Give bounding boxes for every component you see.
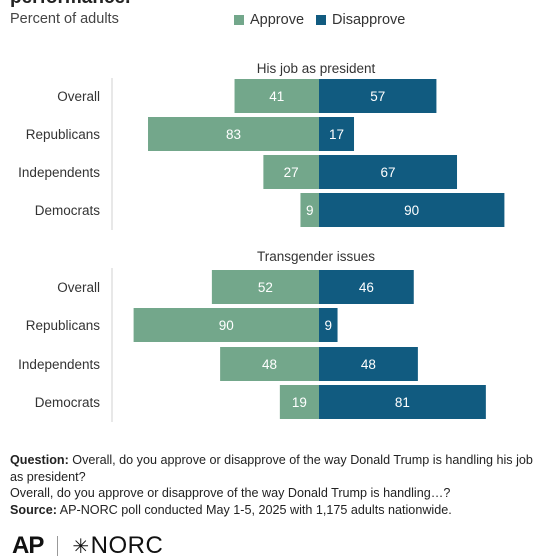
data-label-disapprove: 9 — [325, 318, 333, 333]
bar-approve — [234, 79, 319, 113]
category-label: Democrats — [35, 203, 101, 218]
category-label: Overall — [57, 89, 100, 104]
data-label-disapprove: 17 — [329, 127, 344, 142]
data-label-disapprove: 90 — [404, 203, 419, 218]
norc-logo: ✳NORC — [72, 532, 163, 560]
bar-approve — [148, 117, 319, 151]
data-label-disapprove: 46 — [359, 280, 374, 295]
legend-swatch-disapprove — [316, 15, 327, 25]
diverging-bar-chart: His job as president Overall 41 57 Republica… — [18, 61, 505, 422]
legend-label-disapprove: Disapprove — [332, 12, 406, 28]
bar-approve — [211, 270, 319, 304]
legend-item-approve: Approve — [234, 12, 304, 28]
norc-logo-text: NORC — [90, 532, 164, 559]
chart-title: performance. — [10, 0, 130, 9]
bar-approve — [263, 155, 319, 189]
bar-approve — [220, 347, 319, 381]
category-label: Democrats — [35, 395, 101, 410]
bar-approve — [279, 385, 319, 419]
data-label-approve: 9 — [306, 203, 314, 218]
category-label: Independents — [18, 165, 100, 180]
category-label: Republicans — [26, 127, 101, 142]
data-label-disapprove: 81 — [395, 395, 410, 410]
ap-logo: AP — [12, 532, 44, 559]
data-label-approve: 41 — [269, 89, 284, 104]
source-note: Source: AP-NORC poll conducted May 1-5, … — [10, 502, 540, 519]
legend-label-approve: Approve — [250, 12, 305, 28]
legend-swatch-approve — [234, 15, 244, 25]
data-label-approve: 27 — [284, 165, 299, 180]
question-label: Question: — [10, 453, 69, 467]
bar-disapprove — [319, 193, 505, 227]
norc-star-icon: ✳ — [72, 536, 90, 558]
legend-item-disapprove: Disapprove — [316, 12, 405, 28]
data-label-approve: 90 — [219, 318, 234, 333]
data-label-approve: 19 — [292, 395, 307, 410]
data-label-disapprove: 57 — [370, 89, 385, 104]
category-label: Independents — [18, 357, 100, 372]
bar-disapprove — [319, 308, 338, 342]
question-text: Overall, do you approve or disapprove of… — [10, 453, 533, 484]
bar-disapprove — [319, 79, 437, 113]
panel-title: Transgender issues — [257, 249, 375, 264]
logos: AP ✳NORC — [12, 532, 163, 560]
bar-disapprove — [319, 155, 458, 189]
data-label-approve: 48 — [262, 357, 277, 372]
question-note: Question: Overall, do you approve or dis… — [10, 452, 540, 485]
data-label-disapprove: 67 — [380, 165, 395, 180]
data-label-approve: 83 — [226, 127, 241, 142]
panel-title: His job as president — [257, 61, 376, 76]
bar-approve — [133, 308, 319, 342]
legend: Approve Disapprove — [234, 12, 417, 28]
question-note-2: Overall, do you approve or disapprove of… — [10, 486, 451, 500]
bar-disapprove — [319, 385, 486, 419]
data-label-disapprove: 48 — [361, 357, 376, 372]
source-label: Source: — [10, 502, 57, 517]
bar-disapprove — [319, 117, 355, 151]
chart-notes: Question: Overall, do you approve or dis… — [10, 452, 540, 518]
chart-subtitle: Percent of adults — [10, 11, 119, 27]
source-text: AP-NORC poll conducted May 1-5, 2025 wit… — [56, 502, 452, 517]
category-label: Republicans — [26, 318, 101, 333]
category-label: Overall — [57, 280, 100, 295]
logo-divider — [57, 536, 59, 556]
bar-disapprove — [319, 347, 418, 381]
bar-approve — [300, 193, 319, 227]
bar-disapprove — [319, 270, 414, 304]
data-label-approve: 52 — [258, 280, 273, 295]
